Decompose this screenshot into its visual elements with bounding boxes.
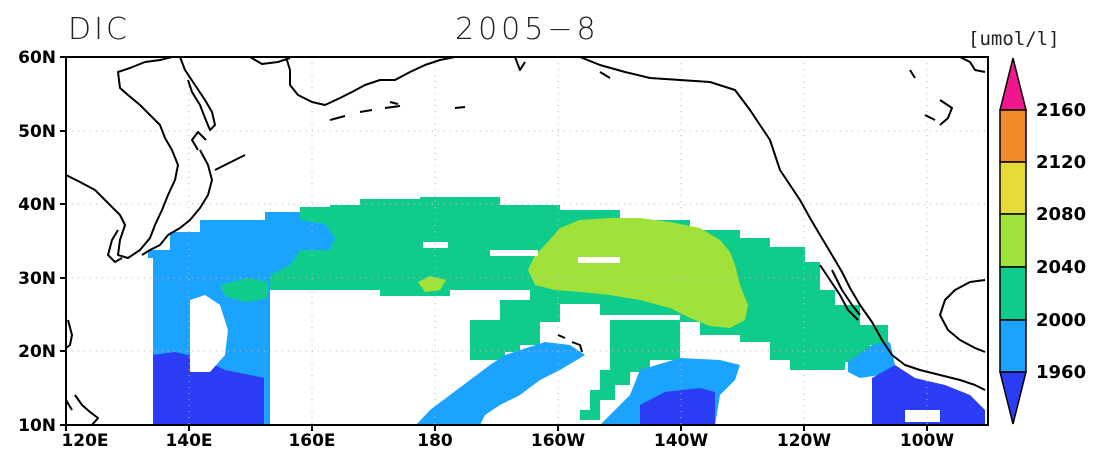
field-2000-2040-diagonal	[580, 320, 680, 420]
colorbar-label: 2120	[1036, 152, 1086, 173]
lon-labels: 120E 140E 160E 180 160W 140W 120W 100W	[61, 431, 954, 451]
colorbar-swatch	[999, 161, 1027, 215]
coast-gulf-alaska	[579, 57, 986, 391]
gap-3	[578, 257, 620, 263]
coast-philippines	[66, 394, 99, 425]
coast-kamchatka	[179, 57, 216, 131]
field-lt1960-west	[153, 352, 264, 425]
lon-label: 160W	[531, 431, 585, 451]
lon-label: 100W	[900, 431, 954, 451]
colorbar-bottom-arrow	[999, 371, 1027, 425]
field-1960-2000-diagonal	[416, 342, 585, 425]
lat-label: 40N	[18, 195, 56, 215]
dic-field	[148, 197, 985, 425]
colorbar-label: 2160	[1036, 100, 1086, 121]
coast-taiwan	[66, 319, 73, 349]
colorbar-label: 1960	[1036, 362, 1086, 383]
gap-east-small	[905, 410, 940, 422]
gap-2	[490, 250, 538, 256]
units-label: [umol/l]	[968, 28, 1060, 50]
field-2040-2080-central	[528, 218, 748, 328]
colorbar-label: 2000	[1036, 310, 1086, 331]
lon-label: 140W	[654, 431, 708, 451]
lon-label: 120E	[61, 431, 108, 451]
coast-siberia-north	[249, 57, 291, 65]
coastlines	[66, 57, 986, 425]
colorbar-label: 2040	[1036, 257, 1086, 278]
map-frame	[65, 56, 989, 426]
field-lt1960-southeast	[640, 388, 715, 425]
gap-west-island	[190, 295, 228, 372]
colorbar-labels: 2160 2120 2080 2040 2000 1960	[1036, 100, 1086, 383]
colorbar-swatch	[999, 213, 1027, 268]
coast-alaska	[285, 57, 456, 106]
colorbar	[999, 57, 1027, 425]
lat-label: 50N	[18, 122, 56, 142]
colorbar-swatch	[999, 266, 1027, 321]
coast-north-islands	[514, 57, 611, 79]
grid-lines	[66, 57, 988, 425]
lon-label: 120W	[777, 431, 831, 451]
field-2000-2040-west-patch	[220, 278, 268, 302]
lon-label: 160E	[288, 431, 335, 451]
coast-hudson	[909, 57, 986, 126]
lon-label: 140E	[165, 431, 212, 451]
lat-label: 60N	[18, 48, 56, 68]
gap-1	[423, 242, 448, 248]
colorbar-swatch	[999, 319, 1027, 373]
coast-aleutians	[329, 101, 466, 121]
lat-label: 20N	[18, 342, 56, 362]
coast-baja	[819, 264, 861, 321]
coast-japan	[141, 131, 213, 256]
lat-label: 30N	[18, 269, 56, 289]
variable-title: DIC	[68, 12, 130, 47]
coast-korea	[107, 229, 123, 263]
lon-label: 180	[417, 431, 453, 451]
date-title: 2005−8	[455, 12, 600, 47]
coast-asia	[66, 57, 179, 259]
coast-kurils	[214, 154, 246, 171]
coast-gulf-mexico	[939, 279, 986, 353]
coast-hawaii	[557, 334, 583, 353]
colorbar-top-arrow	[999, 57, 1027, 111]
colorbar-swatch	[999, 109, 1027, 163]
lat-labels: 60N 50N 40N 30N 20N 10N	[18, 48, 56, 436]
field-2040-2080-small	[418, 276, 446, 292]
field-1960-2000-east	[848, 342, 895, 378]
colorbar-label: 2080	[1036, 204, 1086, 225]
field-lt1960-east	[872, 365, 985, 425]
lat-label: 10N	[18, 416, 56, 436]
tick-marks	[60, 56, 928, 431]
